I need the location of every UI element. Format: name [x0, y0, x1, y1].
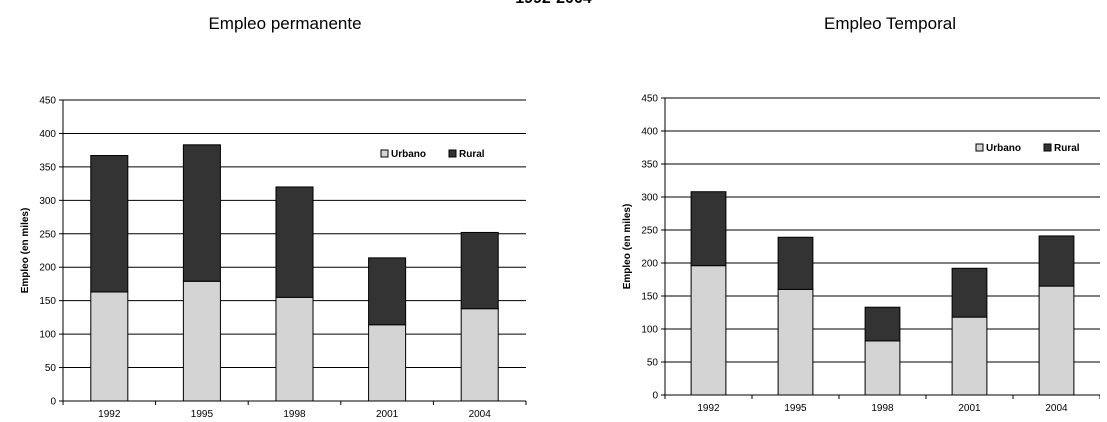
chart-empleo-permanente: 0 50 100 150 200 250 300 350 400 450 Empleo (en mi… — [20, 96, 527, 420]
legend-swatch-rural — [1043, 143, 1052, 152]
bar-rural-1995 — [182, 144, 221, 282]
x-tick-label: 2004 — [469, 409, 492, 420]
bar-rural-2001 — [951, 267, 988, 318]
y-tick-label: 150 — [39, 296, 56, 307]
y-tick-label: 0 — [652, 391, 658, 402]
bar-urbano-1998 — [275, 296, 314, 402]
bar-rural-1992 — [690, 191, 727, 267]
y-tick-label: 300 — [39, 196, 56, 207]
y-tick-label: 250 — [641, 226, 658, 237]
y-tick-label: 50 — [45, 363, 57, 374]
y-tick-label: 400 — [39, 129, 56, 140]
y-axis-label: Empleo (en miles) — [622, 204, 633, 290]
y-tick-label: 100 — [39, 330, 56, 341]
legend-swatch-rural — [448, 149, 457, 158]
x-tick-label: 1992 — [98, 409, 121, 420]
bar-rural-1992 — [90, 155, 129, 293]
y-tick-label: 250 — [39, 229, 56, 240]
y-tick-label: 100 — [641, 325, 658, 336]
y-tick-label: 400 — [641, 127, 658, 138]
bar-urbano-2001 — [368, 324, 407, 402]
x-tick-label: 2001 — [958, 403, 981, 414]
x-tick-label: 2001 — [376, 409, 399, 420]
x-tick-label: 1998 — [283, 409, 306, 420]
figure-title: 1992-2004 — [0, 0, 1107, 8]
x-tick-label: 1995 — [191, 409, 214, 420]
bar-rural-2004 — [460, 231, 499, 310]
bar-rural-2004 — [1038, 235, 1075, 287]
chart-title-permanente: Empleo permanente — [208, 14, 362, 33]
y-tick-label: 350 — [39, 162, 56, 173]
bar-urbano-2004 — [460, 308, 499, 402]
bar-urbano-1995 — [182, 280, 221, 402]
bar-urbano-1998 — [864, 340, 901, 396]
legend-swatch-urbano — [380, 149, 389, 158]
legend-swatch-urbano — [975, 143, 984, 152]
y-tick-label: 150 — [641, 292, 658, 303]
y-tick-label: 300 — [641, 193, 658, 204]
y-tick-label: 200 — [39, 263, 56, 274]
bar-rural-2001 — [368, 257, 407, 326]
y-tick-label: 350 — [641, 160, 658, 171]
y-tick-label: 450 — [641, 94, 658, 105]
chart-empleo-temporal: 0 50 100 150 200 250 300 350 400 450 Empleo (en mi… — [622, 94, 1100, 414]
bar-urbano-1992 — [690, 265, 727, 396]
legend-label-rural: Rural — [459, 149, 485, 160]
legend-label-urbano: Urbano — [986, 143, 1021, 154]
bar-urbano-1992 — [90, 291, 129, 402]
legend-label-urbano: Urbano — [391, 149, 426, 160]
bar-rural-1998 — [275, 186, 314, 298]
y-tick-label: 50 — [647, 358, 659, 369]
y-tick-label: 450 — [39, 96, 56, 107]
chart-title-temporal: Empleo Temporal — [824, 14, 956, 33]
y-tick-label: 200 — [641, 259, 658, 270]
x-tick-label: 2004 — [1045, 403, 1068, 414]
bar-urbano-2004 — [1038, 285, 1075, 396]
y-tick-label: 0 — [50, 397, 56, 408]
x-tick-label: 1995 — [784, 403, 807, 414]
bar-urbano-2001 — [951, 316, 988, 396]
legend-label-rural: Rural — [1054, 143, 1080, 154]
bar-urbano-1995 — [777, 288, 814, 396]
x-tick-label: 1992 — [697, 403, 720, 414]
bar-rural-1995 — [777, 236, 814, 290]
bar-rural-1998 — [864, 306, 901, 342]
x-tick-label: 1998 — [871, 403, 894, 414]
y-axis-label: Empleo (en miles) — [20, 208, 31, 294]
